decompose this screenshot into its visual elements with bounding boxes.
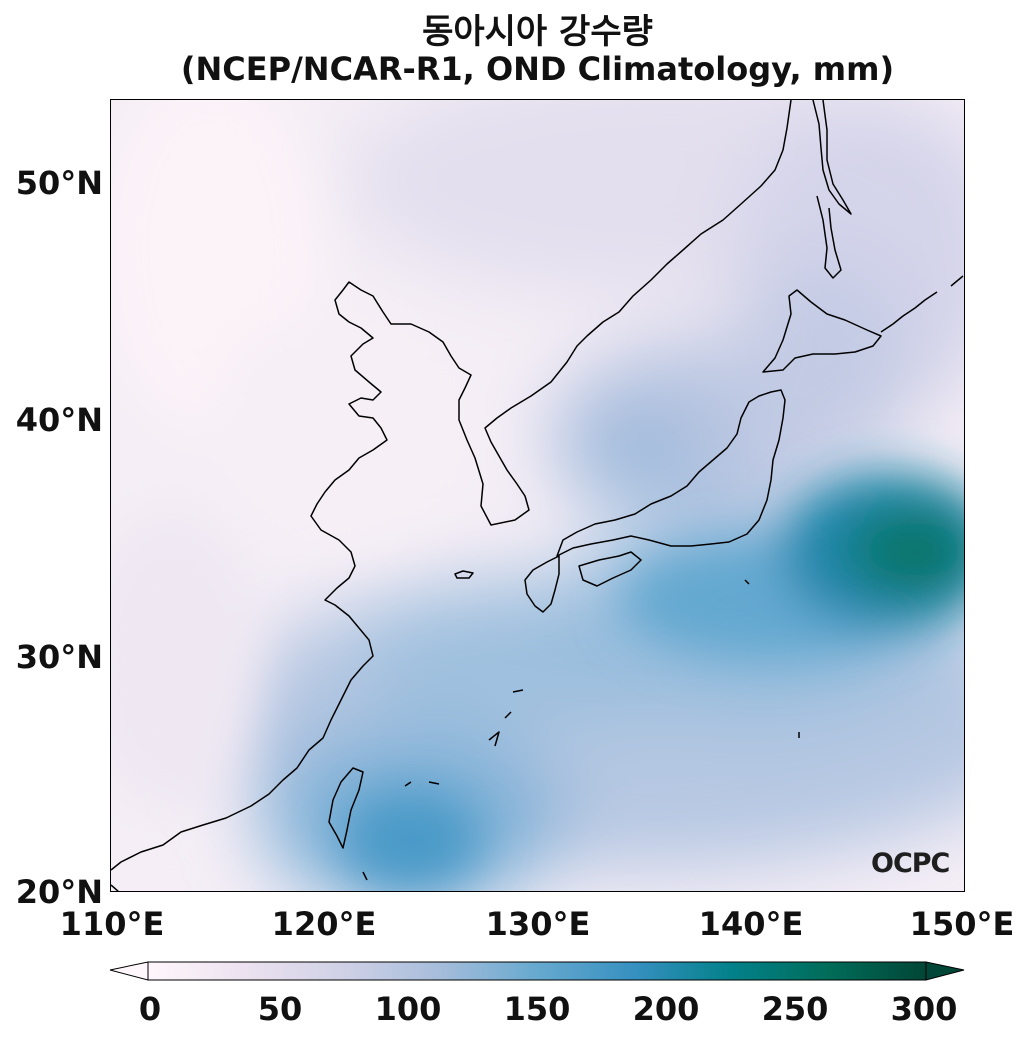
- ryukyu-islands: [362, 689, 524, 881]
- precipitation-map: OCPC: [110, 99, 965, 892]
- colorbar-extend-min: [109, 961, 149, 981]
- small-islands: [744, 579, 800, 738]
- cb-tick-50: 50: [257, 990, 303, 1028]
- cb-tick-250: 250: [761, 990, 829, 1028]
- precip-maxima: [111, 100, 964, 890]
- map-subtitle: (NCEP/NCAR-R1, OND Climatology, mm): [180, 50, 895, 88]
- hokkaido-coast: [762, 289, 882, 373]
- jeju-coast: [454, 570, 474, 579]
- cb-tick-0: 0: [138, 990, 162, 1028]
- cb-tick-300: 300: [890, 990, 958, 1028]
- x-tick-120e: 120°E: [271, 905, 377, 943]
- coastlines: [111, 100, 964, 891]
- coast-fragment: [111, 884, 119, 891]
- y-tick-40n: 40°N: [15, 401, 103, 439]
- colorbar-extend-max: [925, 961, 965, 981]
- y-tick-30n: 30°N: [15, 638, 103, 676]
- cb-tick-150: 150: [503, 990, 571, 1028]
- sakhalin-coast: [812, 100, 852, 215]
- x-tick-130e: 130°E: [485, 905, 591, 943]
- y-tick-50n: 50°N: [15, 164, 103, 202]
- honshu-coast: [556, 389, 786, 557]
- taiwan-coast: [328, 767, 364, 849]
- map-canvas: [111, 100, 964, 891]
- kuril-islands: [880, 275, 964, 333]
- x-tick-150e: 150°E: [909, 905, 1015, 943]
- shikoku-coast: [578, 551, 642, 587]
- map-title: 동아시아 강수량: [422, 12, 653, 52]
- mainland-coast: [111, 100, 792, 871]
- y-tick-20n: 20°N: [15, 873, 103, 911]
- x-tick-110e: 110°E: [59, 905, 165, 943]
- sakhalin-south: [816, 195, 842, 279]
- cb-tick-200: 200: [632, 990, 700, 1028]
- ocpc-watermark: OCPC: [871, 848, 950, 879]
- x-tick-140e: 140°E: [698, 905, 804, 943]
- cb-tick-100: 100: [374, 990, 442, 1028]
- colorbar-body: [147, 961, 927, 981]
- colorbar: [109, 961, 965, 981]
- kyushu-coast: [524, 555, 560, 613]
